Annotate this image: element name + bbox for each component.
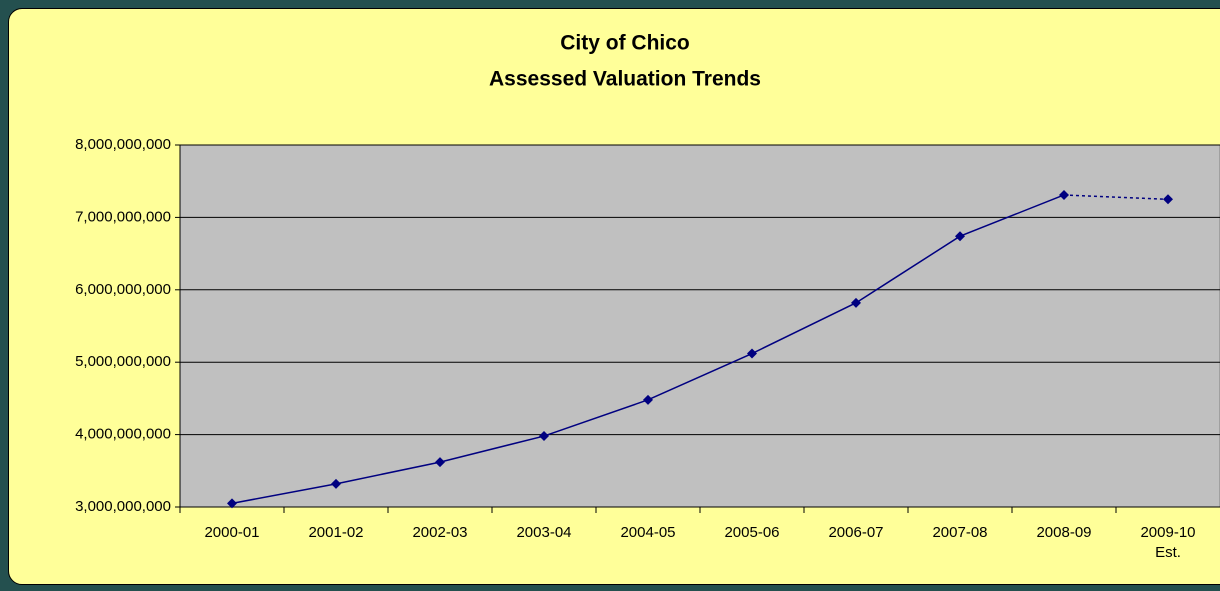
marker [1163, 194, 1173, 205]
y-tick-label: 8,000,000,000 [75, 136, 171, 153]
x-tick-label: 2001-02 [308, 524, 364, 541]
x-tick-label: 2002-03 [412, 524, 468, 541]
plot-area [179, 144, 1220, 508]
estimate-line [1063, 194, 1169, 201]
x-tick-label: 2005-06 [724, 524, 780, 541]
x-tick-label: 2007-08 [932, 524, 988, 541]
marker [747, 348, 757, 359]
x-tick-label: 2008-09 [1036, 524, 1092, 541]
chart-title: City of Chico [560, 32, 690, 55]
y-tick-label: 7,000,000,000 [75, 208, 171, 225]
y-tick-label: 6,000,000,000 [75, 281, 171, 298]
y-tick-label: 4,000,000,000 [75, 426, 171, 443]
x-tick-label: 2004-05 [620, 524, 676, 541]
marker [955, 231, 965, 242]
x-tick-label: 2003-04 [516, 524, 572, 541]
x-tick-label: 2009-10 Est. [1140, 524, 1196, 561]
marker [435, 457, 445, 468]
marker [1059, 189, 1069, 200]
marker [643, 394, 653, 405]
marker [227, 498, 237, 509]
marker [331, 478, 341, 489]
y-tick-label: 5,000,000,000 [75, 353, 171, 370]
x-tick-label: 2006-07 [828, 524, 884, 541]
chart-subtitle: Assessed Valuation Trends [489, 68, 761, 91]
marker [851, 297, 861, 308]
y-tick-label: 3,000,000,000 [75, 498, 171, 515]
x-tick-label: 2000-01 [204, 524, 260, 541]
marker [539, 431, 549, 442]
